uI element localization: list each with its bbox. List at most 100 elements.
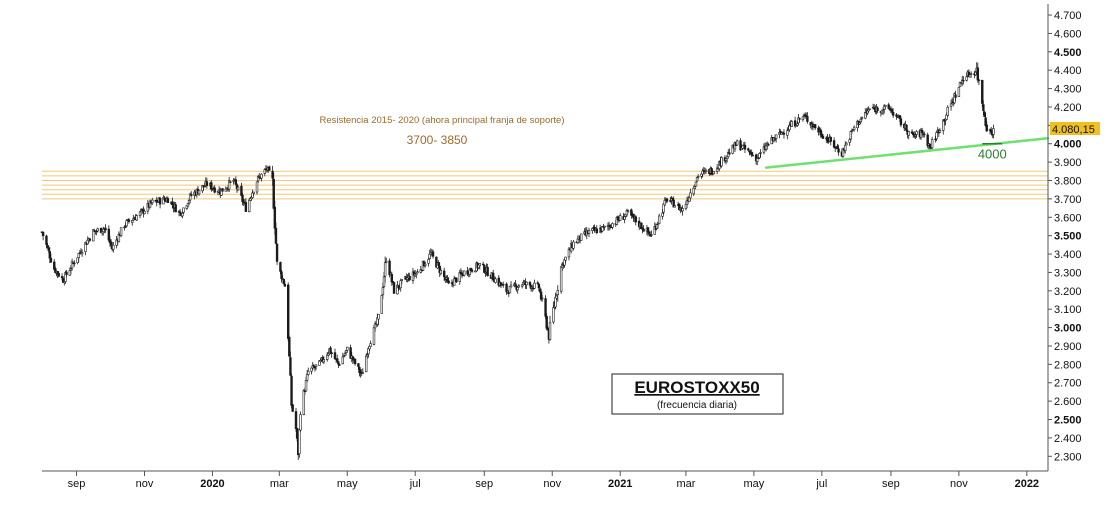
candle-body [92,229,95,242]
candle-body [41,231,45,237]
candle-body [508,286,512,294]
candle-body [928,143,932,148]
candle-body [272,178,275,209]
candle-body [447,280,450,284]
candle-body [968,74,972,78]
candle-body [836,146,839,149]
candle-body [992,128,995,135]
candle-body [305,373,309,381]
candle-body [203,186,206,188]
x-tick-label: sep [475,478,493,490]
y-tick-label: 3.800 [1054,176,1082,188]
candle-body [704,169,708,172]
x-tick-label: may [743,478,764,490]
candle-body [868,108,871,110]
candle-body [623,216,626,220]
candle-body [283,284,287,287]
candle-body [377,313,380,320]
candle-body [182,207,185,213]
candle-body [832,140,836,148]
candle-body [548,322,552,340]
candle-body [509,284,513,288]
candle-body [773,138,777,140]
candle-body [502,284,505,286]
y-tick-label: 2.600 [1054,396,1082,408]
candle-body [696,176,700,178]
candle-body [985,124,988,132]
candle-body [946,106,949,116]
candle-body [382,276,386,287]
candle-body [478,263,482,266]
candle-body [46,245,49,248]
candle-body [274,227,278,244]
candle-body [127,219,131,222]
candle-body [408,275,411,281]
candle-body [750,152,753,156]
candle-body [383,262,387,277]
y-tick-label: 3.300 [1054,267,1082,279]
candle-body [710,168,713,175]
candle-body [782,132,786,135]
y-tick-label: 3.700 [1054,194,1082,206]
candle-body [291,404,294,412]
candle-body [837,148,840,153]
candle-body [151,199,154,203]
candle-body [273,206,277,229]
candle-body [295,427,299,439]
candle-body [302,390,306,415]
candle-body [517,285,521,288]
candle-body [989,129,993,133]
candle-body [580,233,583,241]
candle-body [976,67,980,81]
candle-body [685,200,689,205]
candle-body [84,242,87,252]
candle-body [852,126,856,130]
candle-body [796,123,799,126]
candle-body [112,244,115,250]
resistance-label: Resistencia 2015- 2020 (ahora principal … [319,115,564,126]
y-tick-label: 3.900 [1054,157,1082,169]
candle-body [974,72,977,76]
candle-body [138,211,142,216]
candle-body [329,347,332,354]
candle-body [981,79,984,104]
candle-body [330,352,333,354]
candle-body [859,119,863,123]
candle-body [712,171,715,175]
candle-body [983,111,986,117]
candle-body [346,346,349,351]
candle-body [977,79,981,81]
candle-body [70,261,74,269]
candle-body [907,131,910,136]
candle-body [135,215,138,221]
candle-body [48,251,51,259]
candle-body [357,363,360,367]
candle-body [491,272,495,280]
candle-body [236,186,240,191]
candle-body [538,288,542,292]
candle-body [369,343,372,347]
candle-body [171,201,174,206]
candle-body [65,271,68,276]
candle-body [647,231,651,234]
candle-body [45,235,48,245]
candle-body [826,137,829,141]
candle-body [372,327,376,345]
candle-body [741,145,744,149]
candle-body [390,274,394,283]
candle-body [858,122,861,125]
candle-body [415,272,418,276]
candle-body [564,256,567,261]
candle-body [888,108,892,110]
candle-body [319,360,322,362]
candle-body [640,222,643,230]
candle-body [186,203,190,207]
candle-body [424,263,427,266]
candle-body [720,157,723,167]
last-price-tag-text: 4.080,15 [1052,124,1095,136]
candle-body [255,181,259,193]
candle-body [891,111,895,116]
y-tick-label: 2.500 [1054,415,1082,427]
candle-body [786,130,789,136]
y-tick-label: 3.200 [1054,286,1082,298]
